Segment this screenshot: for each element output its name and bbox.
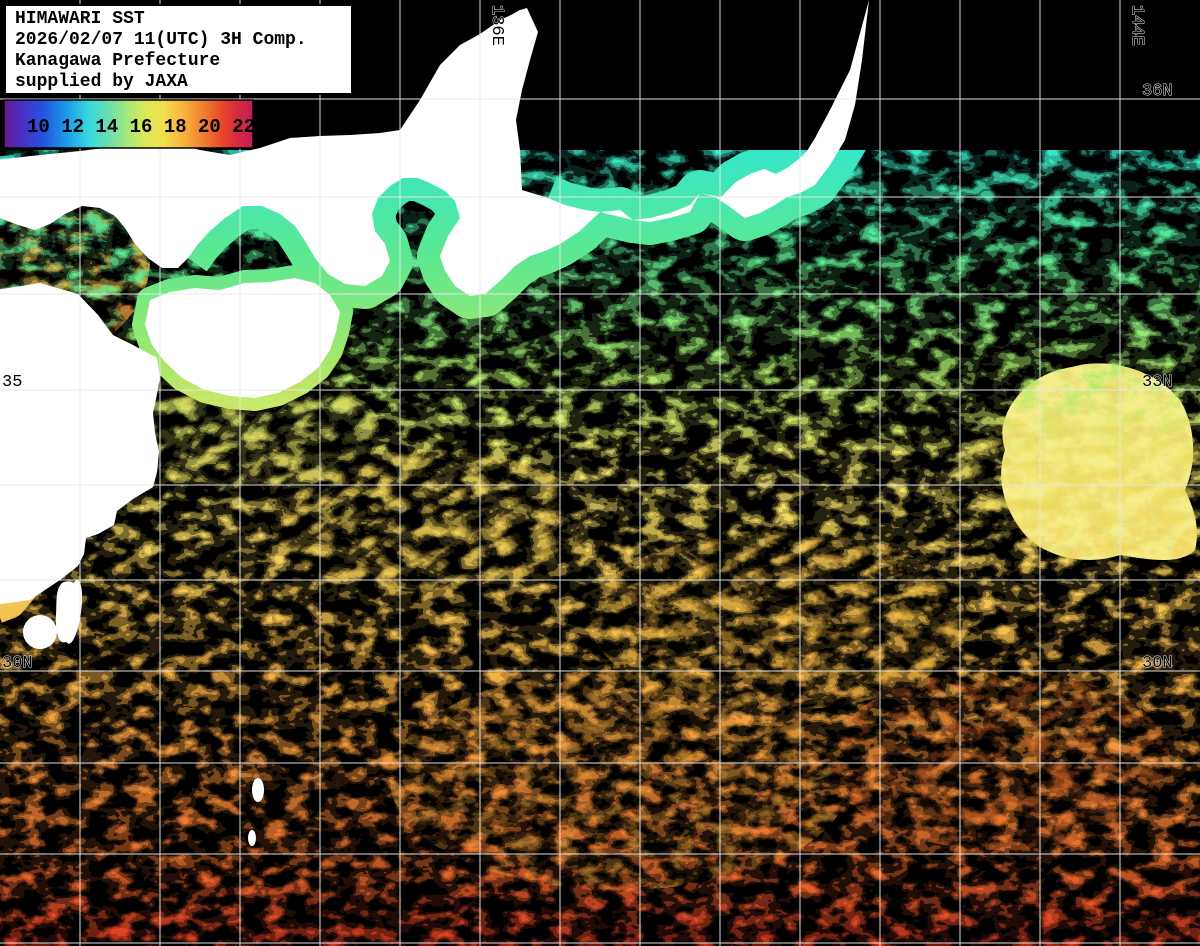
- svg-text:supplied by JAXA: supplied by JAXA: [15, 72, 188, 92]
- svg-text:30N: 30N: [1142, 654, 1173, 673]
- svg-text:2026/02/07 11(UTC) 3H Comp.: 2026/02/07 11(UTC) 3H Comp.: [15, 30, 307, 50]
- svg-text:36N: 36N: [1142, 82, 1173, 101]
- svg-text:Kanagawa Prefecture: Kanagawa Prefecture: [15, 51, 220, 71]
- svg-text:144E: 144E: [1127, 5, 1146, 46]
- svg-text:30N: 30N: [2, 654, 33, 673]
- svg-text:HIMAWARI SST: HIMAWARI SST: [15, 9, 145, 29]
- svg-text:10 12 14 16 18 20 22: 10 12 14 16 18 20 22: [27, 116, 255, 138]
- svg-text:35: 35: [2, 373, 22, 392]
- svg-text:136E: 136E: [487, 5, 506, 46]
- svg-text:33N: 33N: [1142, 373, 1173, 392]
